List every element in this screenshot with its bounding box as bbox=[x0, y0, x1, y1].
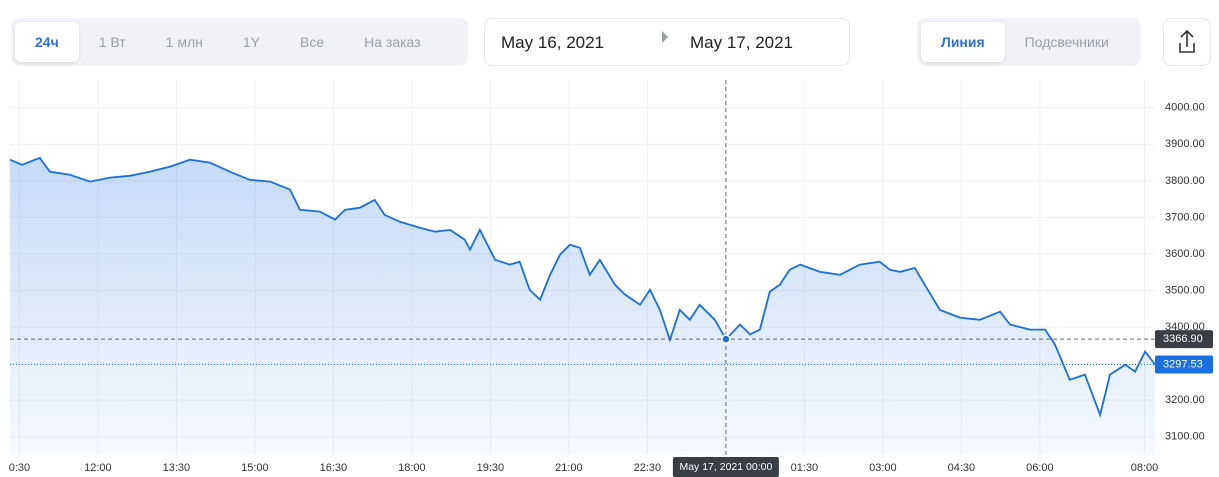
toggle-button[interactable]: 1Y bbox=[242, 34, 260, 50]
x-tick-label: 04:30 bbox=[948, 462, 976, 474]
y-tick-label: 3100.00 bbox=[1165, 431, 1205, 443]
toggle-button[interactable]: Линия bbox=[921, 22, 1005, 62]
y-tick-label: 3700.00 bbox=[1165, 211, 1205, 223]
x-tick-label: 08:00 bbox=[1131, 462, 1159, 474]
period-selector: 24ч 1 Вт 1 млн 1Y Все На заказ bbox=[11, 18, 468, 66]
x-tick-label: 0:30 bbox=[9, 462, 30, 474]
y-tick-label: 4000.00 bbox=[1165, 102, 1205, 114]
x-tick-label: 12:00 bbox=[84, 462, 112, 474]
date-range[interactable]: May 16, 2021 May 17, 2021 bbox=[484, 18, 850, 66]
end-date[interactable]: May 17, 2021 bbox=[690, 33, 794, 52]
y-tick-label: 3200.00 bbox=[1165, 394, 1205, 406]
y-tick-label: 3400.00 bbox=[1165, 321, 1205, 333]
line bbox=[9, 156, 1156, 418]
crosshair-point bbox=[721, 334, 731, 344]
x-tick-label: 21:00 bbox=[555, 462, 583, 474]
toggle-button[interactable]: На заказ bbox=[364, 34, 421, 50]
share-button[interactable] bbox=[1163, 18, 1211, 66]
crosshair-y-badge bbox=[1155, 330, 1213, 349]
crosshair-y-label: 3366.90 bbox=[1163, 333, 1203, 345]
y-tick-label: 3600.00 bbox=[1165, 248, 1205, 260]
area bbox=[10, 157, 1155, 455]
y-tick-label: 3900.00 bbox=[1165, 138, 1205, 150]
x-tick-label: 19:30 bbox=[477, 462, 505, 474]
last-price-badge bbox=[1155, 355, 1213, 374]
x-tick-label: 03:00 bbox=[869, 462, 897, 474]
x-tick-label: 01:30 bbox=[791, 462, 819, 474]
y-tick-label: 3500.00 bbox=[1165, 284, 1205, 296]
x-tick-label: 22:30 bbox=[634, 462, 662, 474]
x-tick-label: 06:00 bbox=[1026, 462, 1054, 474]
toggle-button[interactable]: Подсвечники bbox=[1024, 34, 1109, 50]
share-icon bbox=[1179, 29, 1195, 53]
toggle-button[interactable]: 1 млн bbox=[165, 34, 203, 50]
crosshair-x-badge bbox=[672, 457, 779, 477]
toggle-button[interactable]: 1 Вт bbox=[98, 34, 126, 50]
arrow bbox=[662, 31, 668, 43]
toggle-button[interactable]: Все bbox=[300, 34, 325, 50]
x-tick-label: 18:00 bbox=[398, 462, 426, 474]
y-tick-label: 3800.00 bbox=[1165, 175, 1205, 187]
crosshair-x-label: May 17, 2021 00:00 bbox=[679, 461, 772, 473]
start-date[interactable]: May 16, 2021 bbox=[501, 33, 605, 52]
last-price-label: 3297.53 bbox=[1163, 358, 1203, 370]
y-tick-label: 3300.00 bbox=[1165, 358, 1205, 370]
toggle-button[interactable]: 24ч bbox=[15, 22, 79, 62]
x-tick-label: 15:00 bbox=[241, 462, 269, 474]
x-tick-label: 16:30 bbox=[320, 462, 348, 474]
view-selector: Линия Подсвечники bbox=[917, 18, 1141, 66]
x-tick-label: 13:30 bbox=[163, 462, 191, 474]
